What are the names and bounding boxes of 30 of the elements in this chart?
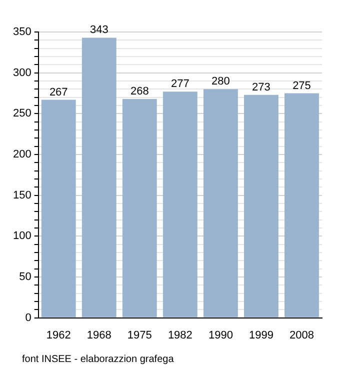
x-tick-label: 2008 (289, 329, 314, 342)
y-tick-label: 150 (12, 189, 32, 202)
x-tick-label: 1962 (46, 329, 71, 342)
x-tick-label: 1990 (208, 329, 233, 342)
data-label: 277 (170, 78, 190, 90)
bar (122, 98, 157, 318)
x-tick-label: 1968 (86, 329, 112, 342)
y-tick-label: 350 (12, 26, 32, 38)
text: font INSEE - elaborazzion grafega (22, 354, 174, 365)
bar (284, 93, 319, 318)
data-label: 273 (252, 81, 270, 94)
x-tick-label: 1982 (168, 329, 192, 342)
data-label: 275 (292, 80, 311, 92)
y-tick-label: 100 (12, 230, 32, 242)
data-label: 343 (90, 24, 108, 36)
x-tick-label: 1999 (248, 329, 274, 342)
data-label: 268 (130, 85, 149, 98)
y-tick-label: 300 (12, 66, 32, 79)
y-tick-label: 50 (19, 271, 32, 284)
x-tick-label: 1975 (127, 329, 152, 342)
bar (244, 94, 278, 318)
y-tick-label: 200 (12, 148, 32, 161)
bar (203, 89, 238, 318)
data-label: 280 (212, 76, 230, 88)
bar (162, 92, 198, 318)
bar (82, 38, 116, 318)
y-tick-label: 0 (25, 312, 32, 324)
y-tick-label: 250 (12, 108, 32, 120)
data-label: 267 (49, 86, 68, 98)
bar (41, 100, 76, 318)
